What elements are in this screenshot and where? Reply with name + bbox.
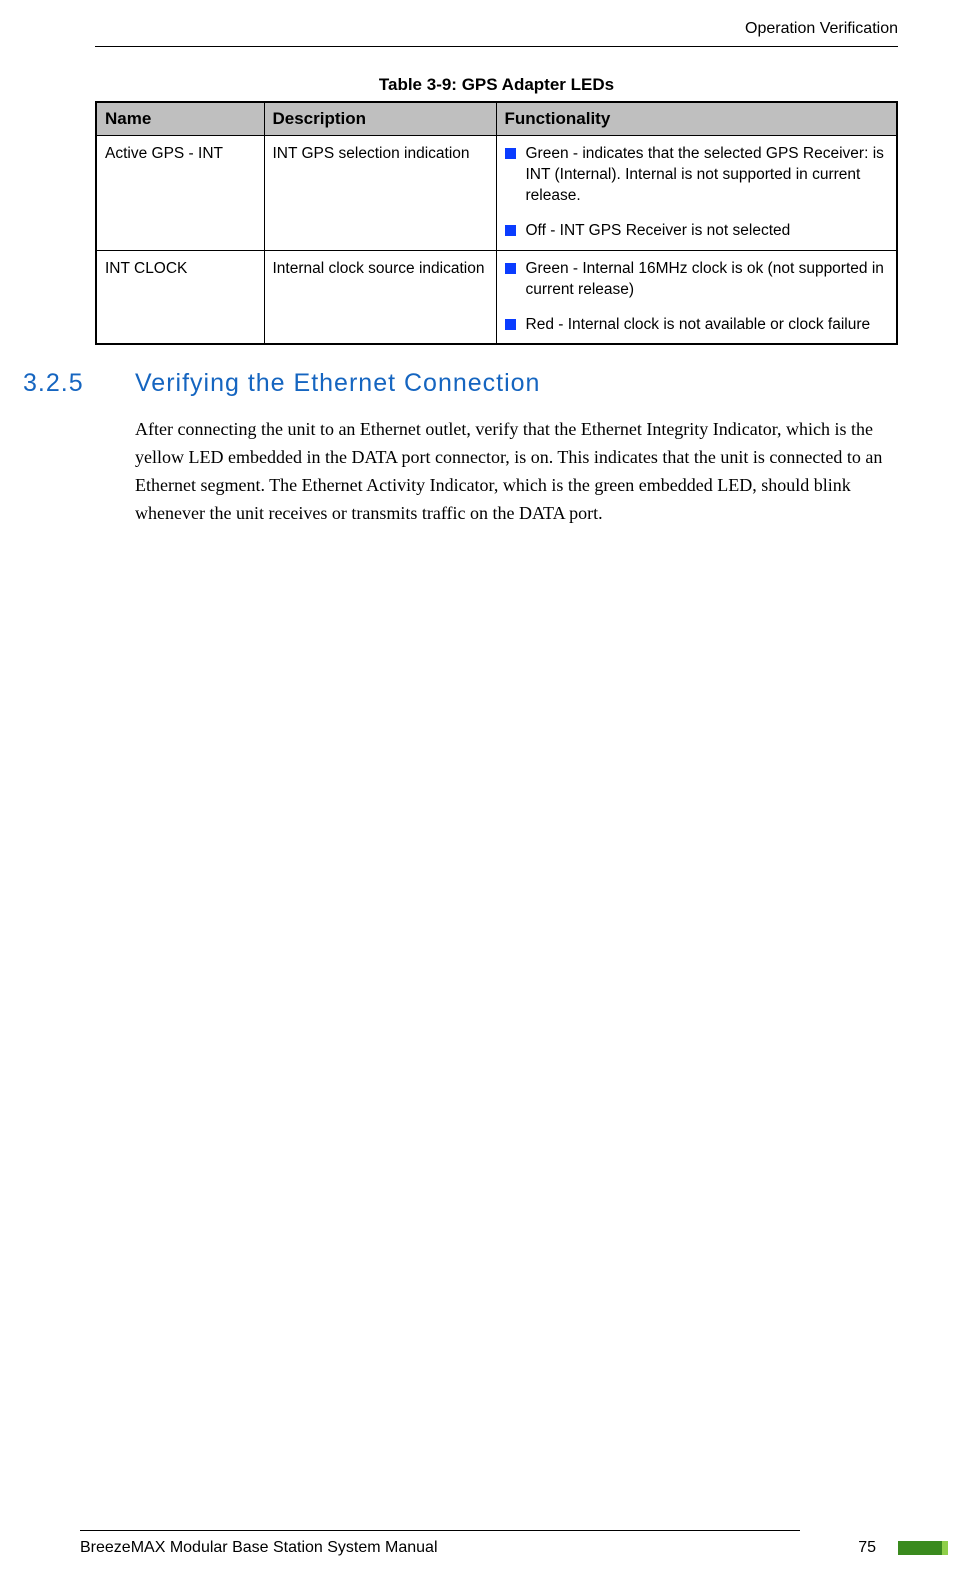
square-bullet-icon	[505, 263, 516, 274]
footer-rule	[80, 1530, 800, 1531]
page-content: Operation Verification Table 3-9: GPS Ad…	[0, 0, 978, 528]
section-heading: 3.2.5 Verifying the Ethernet Connection	[95, 369, 898, 398]
gps-led-table: Name Description Functionality Active GP…	[95, 101, 898, 345]
functionality-text: Off - INT GPS Receiver is not selected	[526, 221, 889, 242]
table-header-row: Name Description Functionality	[96, 102, 897, 136]
footer-manual-title: BreezeMAX Modular Base Station System Ma…	[80, 1539, 438, 1557]
list-item: Green - Internal 16MHz clock is ok (not …	[505, 259, 889, 301]
functionality-text: Green - indicates that the selected GPS …	[526, 144, 889, 207]
table-header-name: Name	[96, 102, 264, 136]
functionality-list: Green - Internal 16MHz clock is ok (not …	[505, 259, 889, 336]
page-header-right: Operation Verification	[95, 20, 898, 46]
footer-row: BreezeMAX Modular Base Station System Ma…	[80, 1539, 948, 1557]
cell-functionality: Green - Internal 16MHz clock is ok (not …	[496, 250, 897, 344]
section-title: Verifying the Ethernet Connection	[135, 369, 540, 398]
square-bullet-icon	[505, 148, 516, 159]
page-bar-icon	[898, 1541, 948, 1555]
table-header-functionality: Functionality	[496, 102, 897, 136]
section-paragraph: After connecting the unit to an Ethernet…	[135, 416, 888, 528]
list-item: Off - INT GPS Receiver is not selected	[505, 221, 889, 242]
square-bullet-icon	[505, 225, 516, 236]
table-row: INT CLOCK Internal clock source indicati…	[96, 250, 897, 344]
list-item: Green - indicates that the selected GPS …	[505, 144, 889, 207]
list-item: Red - Internal clock is not available or…	[505, 315, 889, 336]
footer-right-group: 75	[858, 1539, 948, 1557]
functionality-list: Green - indicates that the selected GPS …	[505, 144, 889, 242]
table-header-description: Description	[264, 102, 496, 136]
cell-functionality: Green - indicates that the selected GPS …	[496, 136, 897, 251]
cell-description: Internal clock source indication	[264, 250, 496, 344]
table-caption: Table 3-9: GPS Adapter LEDs	[95, 75, 898, 95]
functionality-text: Green - Internal 16MHz clock is ok (not …	[526, 259, 889, 301]
page-number: 75	[858, 1539, 876, 1557]
section-number: 3.2.5	[23, 369, 135, 398]
header-rule	[95, 46, 898, 47]
functionality-text: Red - Internal clock is not available or…	[526, 315, 889, 336]
cell-name: Active GPS - INT	[96, 136, 264, 251]
square-bullet-icon	[505, 319, 516, 330]
page-footer: BreezeMAX Modular Base Station System Ma…	[80, 1530, 948, 1557]
cell-name: INT CLOCK	[96, 250, 264, 344]
cell-description: INT GPS selection indication	[264, 136, 496, 251]
table-row: Active GPS - INT INT GPS selection indic…	[96, 136, 897, 251]
